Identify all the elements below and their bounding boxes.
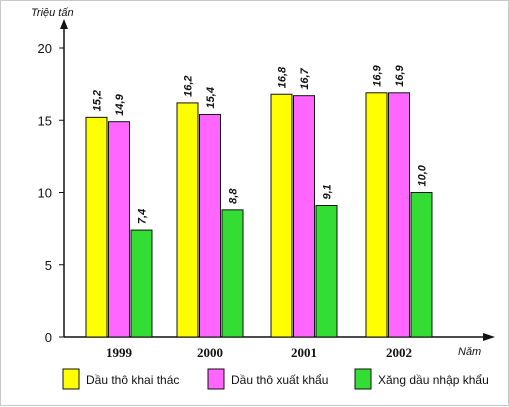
data-label: 10,0 [417, 164, 429, 186]
data-label: 8,8 [228, 188, 240, 204]
bar-1999-1 [108, 121, 130, 338]
data-label: 7,4 [137, 209, 149, 224]
x-unit-label: Năm [458, 346, 481, 358]
bar-2000-1 [199, 113, 221, 338]
data-label: 16,9 [394, 65, 406, 87]
bar-1999-0 [85, 116, 108, 338]
category-label-2000: 2000 [197, 345, 223, 360]
data-label: 16,7 [299, 67, 311, 89]
legend-label-1: Dầu thô xuất khẩu [231, 373, 328, 387]
legend-label-2: Xăng dầu nhập khẩu [378, 373, 489, 387]
legend: Dầu thô khai thác Dầu thô xuất khẩu Xăng d… [62, 368, 489, 390]
bars [85, 92, 433, 338]
bar-2002-0 [365, 92, 388, 338]
bar-2000-0 [176, 102, 199, 338]
data-label: 14,9 [114, 93, 126, 115]
data-label: 15,4 [205, 87, 217, 108]
bar-2001-1 [293, 95, 315, 338]
data-label: 16,8 [277, 66, 289, 88]
category-label-1999: 1999 [106, 345, 133, 360]
data-label: 15,2 [92, 90, 104, 111]
legend-label-0: Dầu thô khai thác [86, 373, 179, 387]
bar-2001-2 [315, 205, 338, 338]
legend-swatch-1 [207, 368, 225, 390]
x-axis-arrow [483, 333, 495, 341]
bar-2001-0 [270, 93, 293, 338]
data-labels: 15,2 14,9 7,4 16,2 15,4 8,8 16,8 16,7 9,1 16,9 16,… [92, 65, 429, 225]
data-label: 16,2 [183, 75, 195, 96]
data-label: 9,1 [322, 184, 334, 199]
y-tick-label: 5 [45, 258, 52, 273]
y-axis-arrow [60, 19, 68, 29]
bar-2002-2 [410, 192, 433, 338]
category-label-2001: 2001 [291, 345, 317, 360]
y-unit-label: Triệu tấn [31, 7, 74, 19]
bar-2000-2 [221, 209, 244, 338]
legend-swatch-0 [62, 368, 80, 390]
bar-2002-1 [388, 92, 410, 338]
category-label-2002: 2002 [386, 345, 412, 360]
bar-1999-2 [130, 229, 153, 338]
data-label: 16,9 [372, 65, 384, 87]
legend-swatch-2 [354, 368, 372, 390]
y-tick-label: 15 [38, 113, 52, 128]
y-tick-label: 10 [38, 186, 52, 201]
y-tick-label: 20 [38, 41, 52, 56]
y-tick-label: 0 [45, 330, 52, 345]
